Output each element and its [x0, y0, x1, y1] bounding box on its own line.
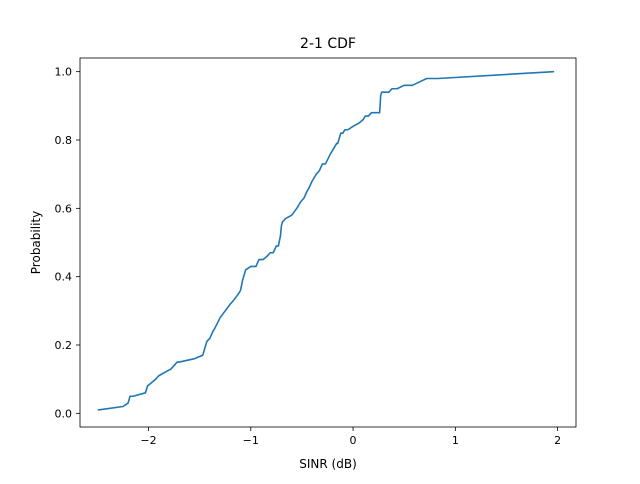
y-tick-label: 1.0 — [55, 66, 73, 79]
y-tick-label: 0.0 — [55, 407, 73, 420]
x-tick-label: 0 — [350, 434, 357, 447]
axes-frame — [79, 57, 577, 428]
x-tick-label: −2 — [140, 434, 156, 447]
chart-title: 2-1 CDF — [300, 36, 356, 52]
y-tick-label: 0.4 — [55, 271, 73, 284]
y-tick-label: 0.6 — [55, 202, 73, 215]
y-axis-label: Probability — [29, 211, 43, 274]
y-tick-label: 0.2 — [55, 339, 73, 352]
x-axis-label: SINR (dB) — [299, 457, 357, 471]
x-tick-label: 2 — [554, 434, 561, 447]
y-tick-label: 0.8 — [55, 134, 73, 147]
x-tick-label: 1 — [452, 434, 459, 447]
plot-area — [97, 70, 555, 411]
x-tick-label: −1 — [243, 434, 259, 447]
cdf-series-line — [97, 70, 555, 411]
axis-ticks: −2 −1 0 1 2 0.0 0.2 0.4 0.6 0.8 1.0 — [55, 66, 562, 447]
